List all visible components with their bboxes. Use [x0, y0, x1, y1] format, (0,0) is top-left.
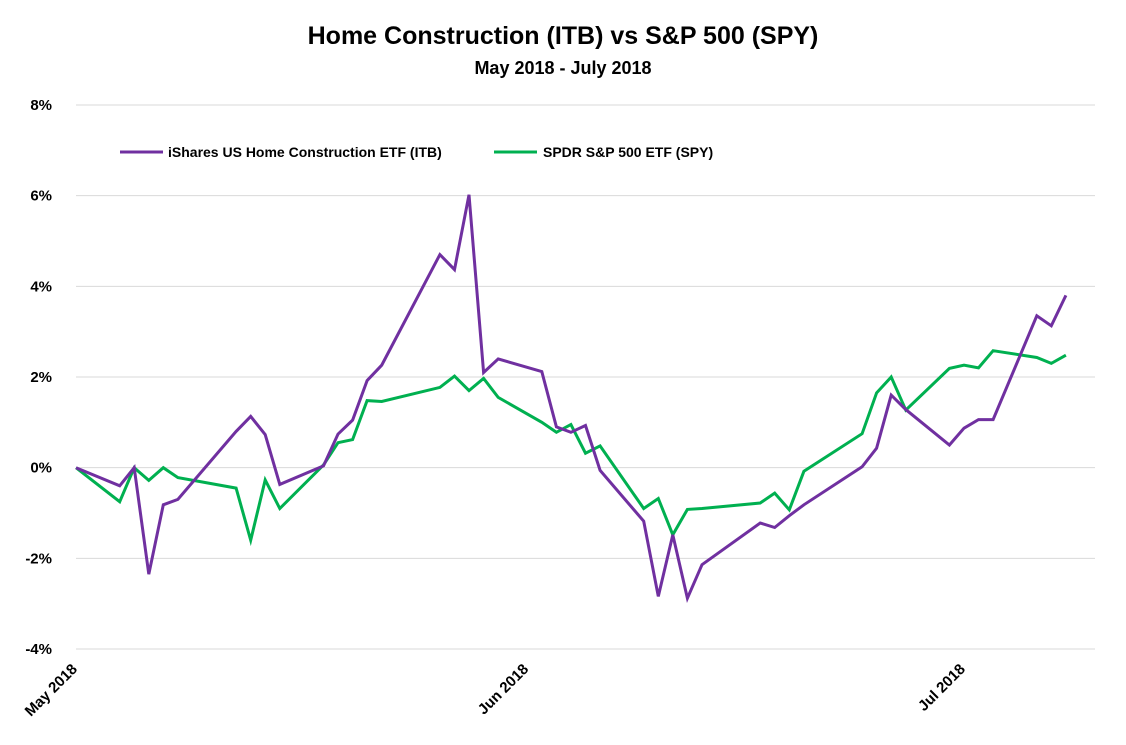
- x-tick-label: Jun 2018: [475, 661, 532, 718]
- legend: iShares US Home Construction ETF (ITB) S…: [120, 144, 713, 160]
- chart-title: Home Construction (ITB) vs S&P 500 (SPY): [308, 22, 819, 50]
- chart-subtitle: May 2018 - July 2018: [474, 58, 651, 78]
- y-tick-label: 2%: [30, 369, 52, 386]
- series-lines: [75, 194, 1068, 603]
- legend-label-itb: iShares US Home Construction ETF (ITB): [168, 144, 442, 160]
- gridlines: [76, 104, 1095, 650]
- x-tick-label: May 2018: [22, 661, 81, 720]
- y-tick-label: -4%: [25, 641, 52, 658]
- x-axis: May 2018 Jun 2018 Jul 2018: [22, 661, 969, 720]
- y-tick-label: 0%: [30, 460, 52, 477]
- y-axis: -4% -2% 0% 2% 4% 6% 8%: [25, 97, 52, 658]
- y-tick-label: 8%: [30, 97, 52, 114]
- y-tick-label: 6%: [30, 188, 52, 205]
- y-tick-label: 4%: [30, 278, 52, 295]
- y-tick-label: -2%: [25, 550, 52, 567]
- x-tick-label: Jul 2018: [915, 661, 969, 715]
- legend-label-spy: SPDR S&P 500 ETF (SPY): [543, 144, 713, 160]
- series-line-itb: [75, 194, 1068, 603]
- series-line-spy: [75, 349, 1067, 547]
